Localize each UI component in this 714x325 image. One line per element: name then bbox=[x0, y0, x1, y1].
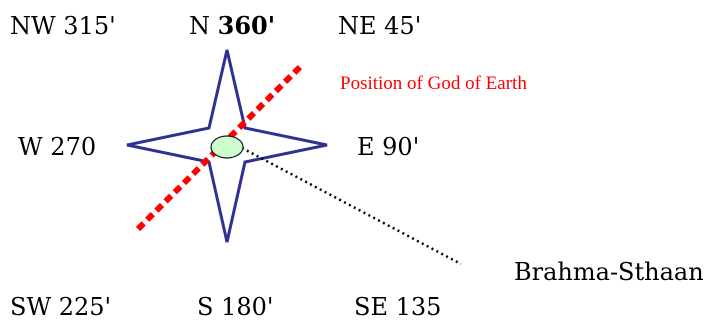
label-s: S 180' bbox=[197, 293, 273, 321]
label-e: E 90' bbox=[357, 133, 419, 161]
brahma-label: Brahma-Sthaan bbox=[514, 258, 704, 286]
label-ne: NE 45' bbox=[338, 12, 421, 40]
label-sw: SW 225' bbox=[10, 293, 111, 321]
earth-god-label: Position of God of Earth bbox=[340, 73, 527, 94]
label-n: N 360' bbox=[189, 11, 275, 40]
ellipse-marker-icon bbox=[211, 136, 243, 158]
label-nw: NW 315' bbox=[10, 12, 116, 40]
center-ellipse-outline bbox=[210, 135, 244, 159]
label-se: SE 135 bbox=[354, 293, 441, 321]
label-n-prefix: N bbox=[189, 12, 218, 40]
four-point-star-icon bbox=[126, 49, 328, 243]
label-n-value: 360' bbox=[218, 11, 275, 40]
brahma-pointer-line bbox=[241, 146, 462, 266]
label-w: W 270 bbox=[18, 133, 96, 161]
